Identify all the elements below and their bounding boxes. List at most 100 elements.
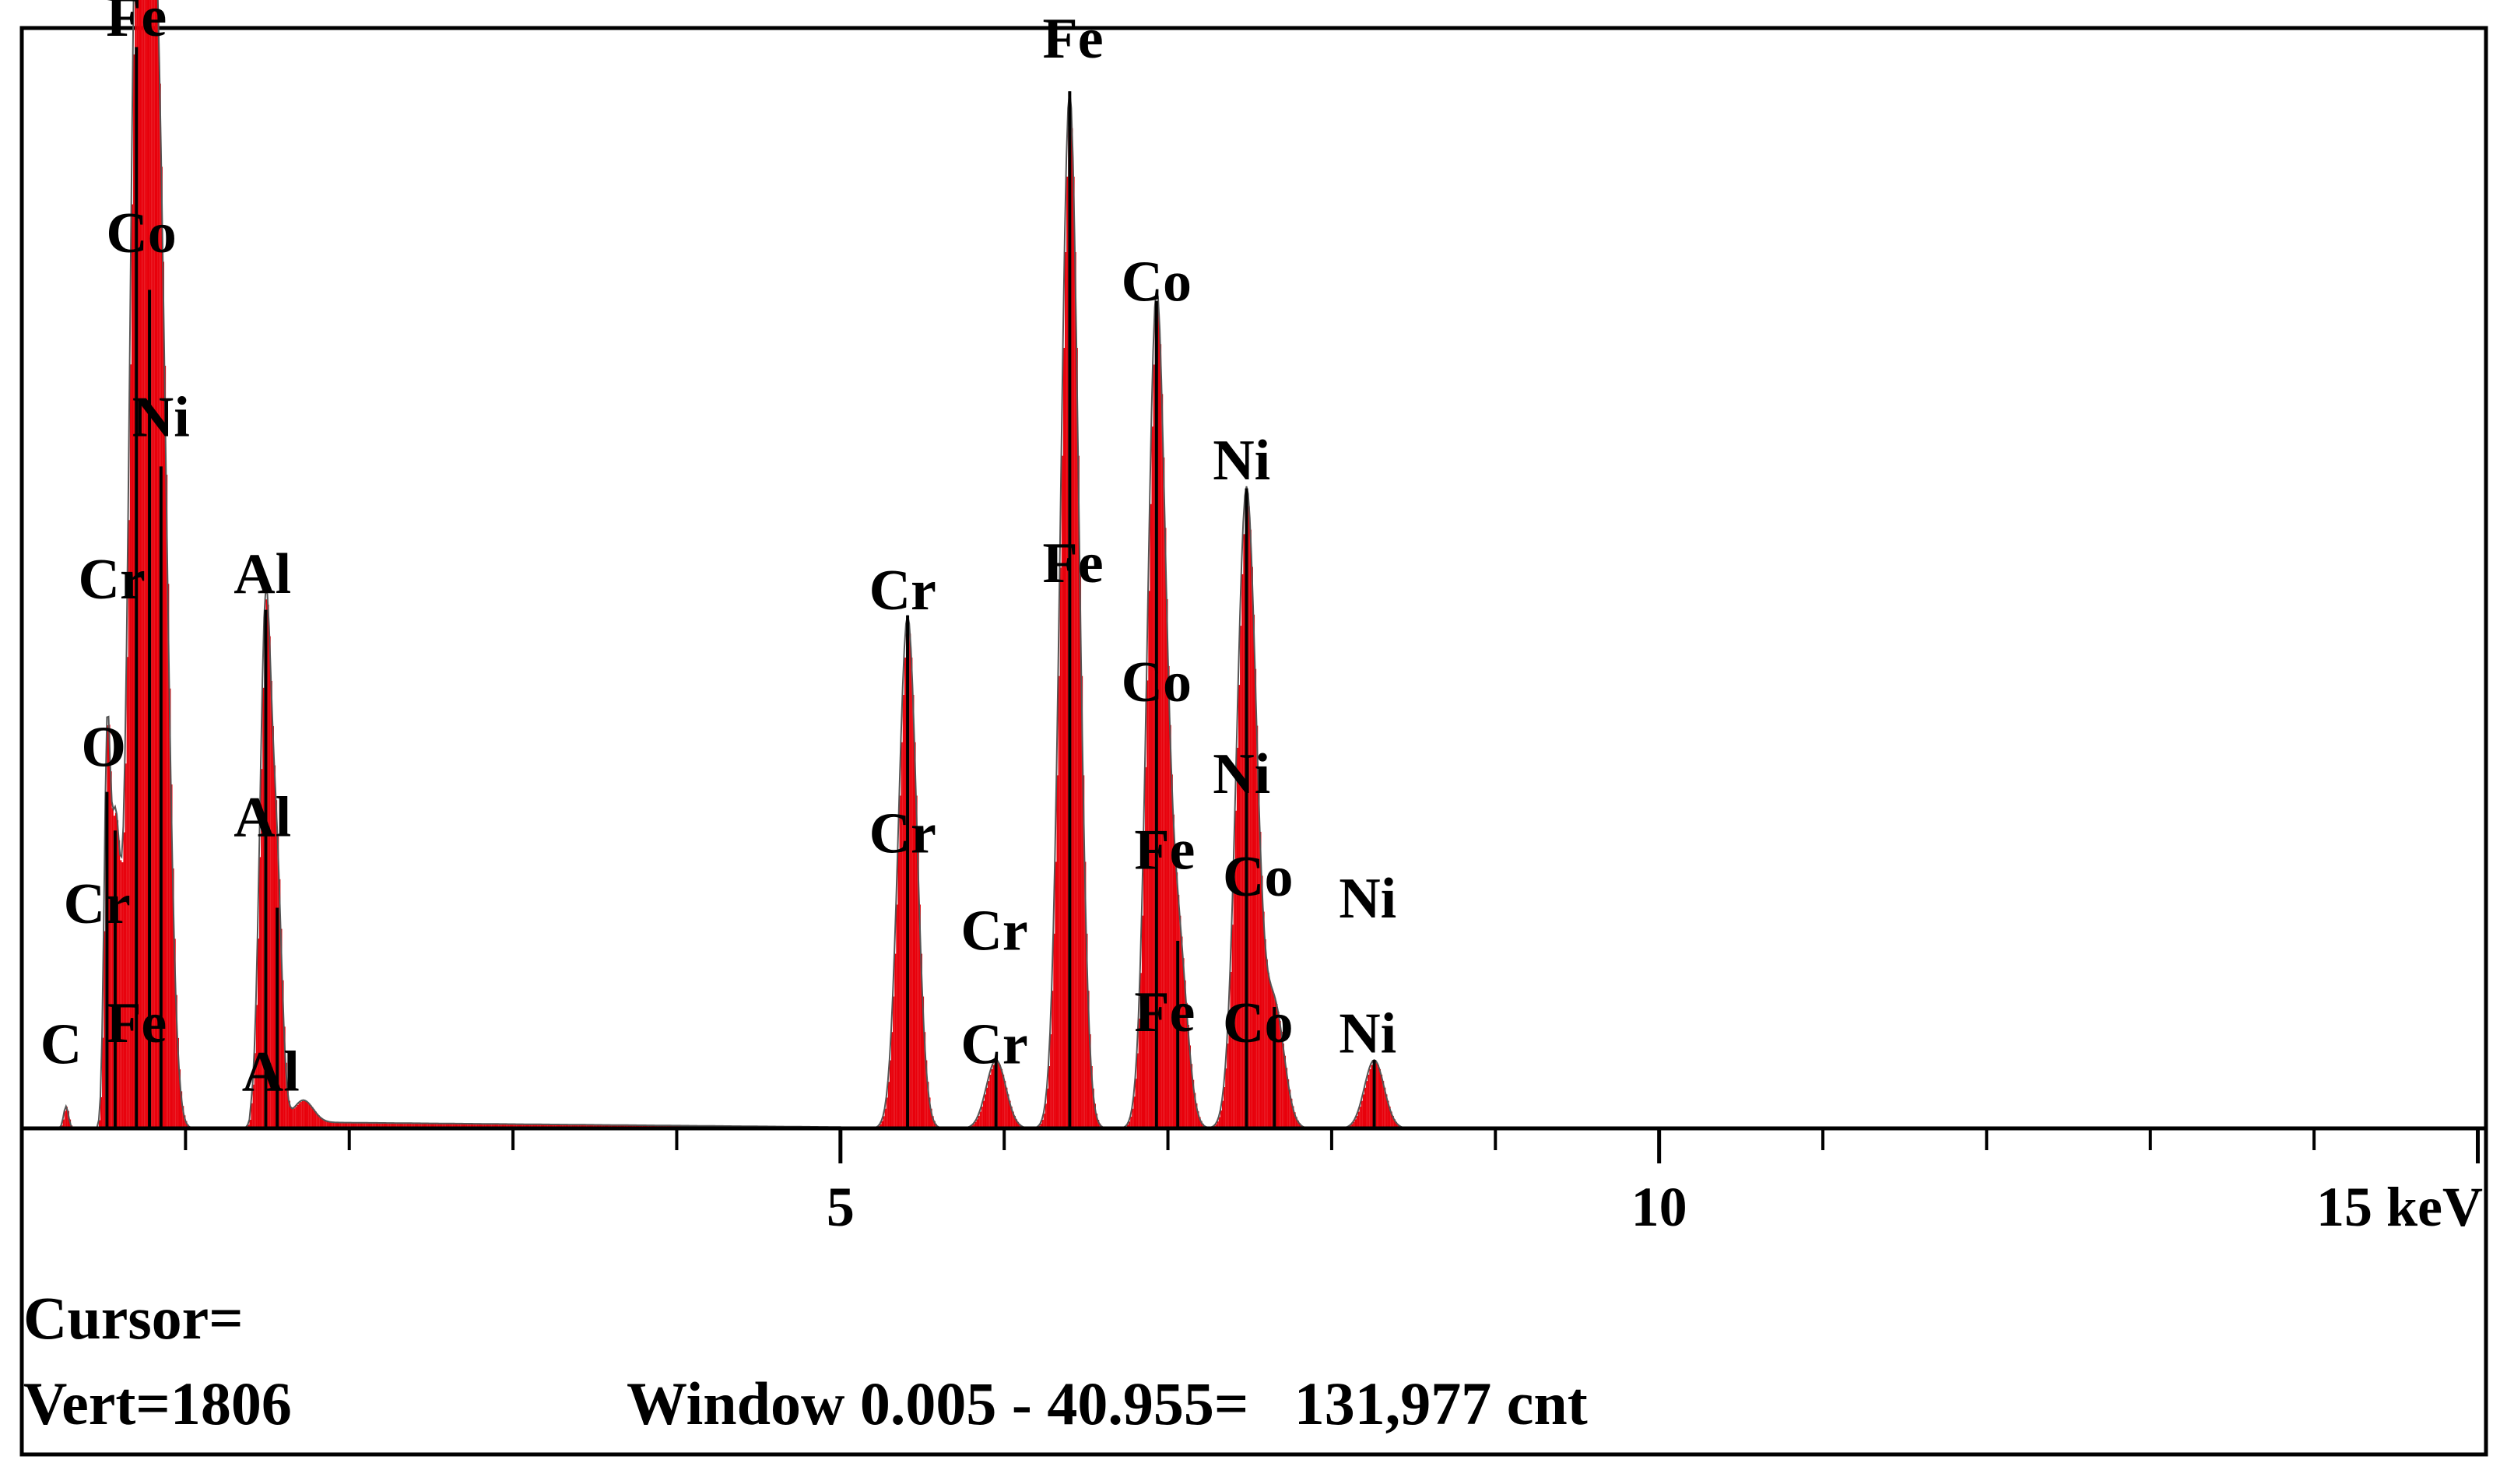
element-label-fe: Fe <box>106 0 167 49</box>
spectrum-channel-bar <box>374 1123 376 1128</box>
spectrum-channel-bar <box>339 1122 342 1128</box>
spectrum-channel-bar <box>1139 973 1142 1128</box>
spectrum-channel-bar <box>986 1087 988 1128</box>
spectrum-channel-bar <box>1071 128 1073 1128</box>
spectrum-channel-bar <box>1259 831 1262 1128</box>
spectrum-channel-bar <box>257 938 260 1128</box>
spectrum-channel-bar <box>177 1037 179 1128</box>
spectrum-channel-bar <box>170 784 173 1128</box>
spectrum-channel-bar <box>1298 1123 1301 1128</box>
spectrum-channel-bar <box>128 520 130 1128</box>
spectrum-channel-bar <box>1153 364 1155 1129</box>
spectrum-channel-bar <box>1297 1120 1299 1128</box>
spectrum-channel-bar <box>108 724 111 1128</box>
vertical-scale-readout: Vert=1806 <box>23 1370 292 1437</box>
spectrum-channel-bar <box>507 1124 510 1128</box>
spectrum-channel-bar <box>918 904 921 1128</box>
element-label-al: Al <box>233 542 291 606</box>
element-label-co: Co <box>1122 651 1192 714</box>
spectrum-channel-bar <box>377 1123 379 1128</box>
element-label-ni: Ni <box>1339 867 1396 931</box>
spectrum-channel-bar <box>1040 1123 1042 1128</box>
spectrum-channel-bar <box>1397 1124 1399 1128</box>
spectrum-channel-bar <box>375 1123 377 1128</box>
spectrum-channel-bar <box>350 1122 353 1128</box>
spectrum-channel-bar <box>522 1124 525 1128</box>
spectrum-channel-bar <box>1002 1074 1005 1128</box>
spectrum-channel-bar <box>262 687 265 1128</box>
spectrum-channel-bar <box>1052 991 1054 1128</box>
spectrum-channel-bar <box>1295 1117 1297 1128</box>
spectrum-channel-bar <box>462 1124 464 1128</box>
spectrum-channel-bar <box>390 1123 392 1128</box>
spectrum-channel-bar <box>988 1081 990 1128</box>
spectrum-channel-bar <box>1167 665 1170 1128</box>
spectrum-channel-bar <box>117 820 119 1128</box>
spectrum-channel-bar <box>1161 394 1164 1129</box>
spectrum-channel-bar <box>416 1123 419 1128</box>
spectrum-channel-bar <box>1171 774 1173 1128</box>
spectrum-channel-bar <box>408 1123 410 1128</box>
spectrum-channel-bar <box>480 1124 483 1128</box>
spectrum-channel-bar <box>341 1122 343 1128</box>
spectrum-channel-bar <box>473 1124 476 1128</box>
spectrum-channel-bar <box>1133 1096 1136 1128</box>
spectrum-channel-bar <box>1294 1112 1296 1128</box>
spectrum-channel-bar <box>121 862 124 1128</box>
spectrum-channel-bar <box>1143 846 1146 1128</box>
spectrum-channel-bar <box>279 879 281 1128</box>
spectrum-channel-bar <box>1073 176 1075 1129</box>
spectrum-channel-bar <box>1289 1089 1291 1128</box>
spectrum-channel-bar <box>411 1123 413 1128</box>
spectrum-channel-bar <box>298 1103 300 1128</box>
element-label-al: Al <box>233 786 291 850</box>
spectrum-channel-bar <box>129 364 132 1128</box>
spectrum-channel-bar <box>1248 506 1250 1128</box>
spectrum-channel-bar <box>1007 1094 1009 1128</box>
spectrum-channel-bar <box>511 1124 514 1128</box>
spectrum-channel-bar <box>1353 1121 1355 1128</box>
spectrum-channel-bar <box>342 1122 345 1128</box>
element-label-c: C <box>40 1013 82 1077</box>
spectrum-channel-bar <box>497 1124 499 1128</box>
spectrum-channel-bar <box>897 851 900 1128</box>
spectrum-channel-bar <box>1087 991 1090 1128</box>
spectrum-channel-bar <box>125 763 127 1128</box>
spectrum-channel-bar <box>1050 1034 1052 1128</box>
spectrum-channel-bar <box>184 1115 186 1128</box>
spectrum-channel-bar <box>272 726 274 1128</box>
spectrum-channel-bar <box>1194 1093 1196 1128</box>
spectrum-channel-bar <box>104 931 106 1128</box>
spectrum-channel-bar <box>252 1084 255 1128</box>
spectrum-channel-bar <box>385 1123 388 1128</box>
spectrum-channel-bar <box>433 1123 435 1128</box>
spectrum-channel-bar <box>447 1123 450 1128</box>
spectrum-channel-bar <box>1053 933 1055 1128</box>
spectrum-channel-bar <box>178 1069 181 1128</box>
spectrum-channel-bar <box>539 1124 541 1128</box>
spectrum-channel-bar <box>984 1094 987 1128</box>
spectrum-channel-bar <box>1276 1004 1278 1128</box>
spectrum-channel-bar <box>1287 1079 1290 1128</box>
spectrum-channel-bar <box>889 1060 892 1128</box>
element-label-ni: Ni <box>1213 429 1270 493</box>
spectrum-channel-bar <box>991 1068 993 1128</box>
spectrum-channel-bar <box>881 1121 883 1128</box>
element-label-cr: Cr <box>869 802 936 866</box>
spectrum-channel-bar <box>1356 1115 1358 1128</box>
spectrum-channel-bar <box>899 795 901 1128</box>
spectrum-channel-bar <box>1055 861 1057 1128</box>
spectrum-channel-bar <box>360 1122 363 1128</box>
spectrum-channel-bar <box>1141 915 1143 1128</box>
peak-label-layer: Fe Co Ni Cr O Cr C Fe Al Al Al Cr Cr Cr Cr Fe Fe Co Co Fe Fe… <box>40 0 1396 1103</box>
spectrum-channel-bar <box>424 1123 427 1128</box>
spectrum-channel-bar <box>133 54 135 1128</box>
spectrum-channel-bar <box>349 1122 351 1128</box>
spectrum-channel-bar <box>346 1122 348 1128</box>
spectrum-channel-bar <box>1164 528 1167 1128</box>
spectrum-channel-bar <box>1097 1120 1100 1128</box>
spectrum-channel-bar <box>465 1124 468 1128</box>
spectrum-channel-bar <box>1215 1124 1217 1128</box>
spectrum-channel-bar <box>181 1091 183 1128</box>
